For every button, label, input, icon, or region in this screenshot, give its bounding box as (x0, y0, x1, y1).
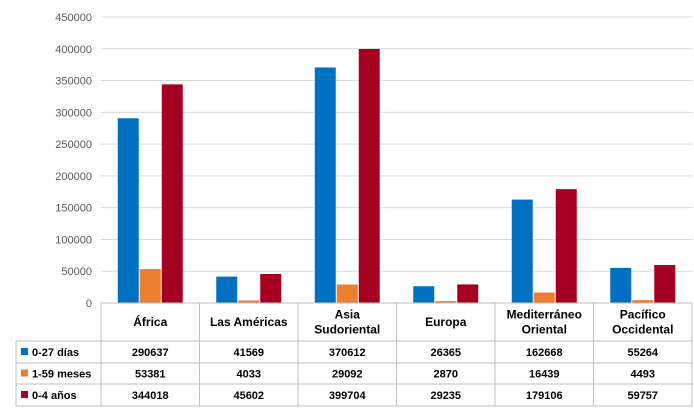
y-tick-label: 450000 (55, 12, 92, 24)
category-label: Europa (425, 315, 467, 329)
bar (216, 276, 238, 303)
category-label: Las Américas (210, 315, 288, 329)
data-table: África Las Américas Asia Sudoriental Europa M… (15, 302, 693, 407)
bar (632, 300, 654, 303)
y-tick-label: 0 (86, 298, 92, 310)
table-cell-value: 45602 (233, 390, 264, 402)
gridlines (101, 16, 692, 272)
bar (435, 301, 457, 303)
bar (161, 84, 183, 303)
legend-key (21, 391, 28, 398)
y-tick-label: 350000 (55, 76, 92, 88)
category-label: África (133, 314, 167, 329)
category-label: Mediterráneo Oriental (507, 308, 582, 337)
series-name: 0-27 días (32, 347, 79, 359)
table-cell-value: 179106 (526, 390, 563, 402)
y-tick-label: 400000 (55, 44, 92, 56)
y-tick-label: 150000 (55, 203, 92, 215)
table-cell-value: 41569 (233, 347, 264, 359)
bar (555, 189, 577, 303)
table-cell-value: 399704 (329, 390, 367, 402)
bar (336, 284, 358, 303)
table-cell-value: 162668 (526, 347, 563, 359)
bars (117, 48, 676, 304)
table-cell-value: 59757 (627, 390, 658, 402)
series-name: 1-59 meses (32, 369, 91, 381)
bar (457, 284, 479, 303)
bar (358, 48, 380, 304)
legend-key (21, 369, 28, 377)
bar (533, 292, 555, 303)
bar (654, 265, 676, 303)
table-cell-value: 16439 (529, 369, 560, 381)
table-cell-value: 344018 (132, 390, 169, 402)
table-cell-value: 29235 (430, 390, 461, 402)
table-cell-value: 4493 (631, 369, 655, 381)
category-label: Pacífico Occidental (612, 308, 673, 337)
y-tick-label: 50000 (61, 266, 92, 278)
table-cell-value: 26365 (430, 347, 461, 359)
table-cell-value: 4033 (237, 369, 261, 381)
y-tick-label: 200000 (55, 171, 92, 183)
bar (238, 300, 260, 303)
y-tick-label: 100000 (55, 234, 92, 246)
table-cell-value: 53381 (135, 369, 166, 381)
bar (610, 267, 632, 303)
table-cell-value: 29092 (332, 369, 363, 381)
table-cell-value: 2870 (434, 369, 458, 381)
bar (314, 67, 336, 304)
bar (260, 274, 282, 303)
bar (413, 286, 435, 303)
bar (511, 199, 533, 303)
y-axis: 0 50000 100000 150000 200000 250000 300000 3500… (55, 12, 92, 310)
table-cell-value: 290637 (132, 347, 169, 359)
table-cell-value: 55264 (627, 347, 658, 359)
legend-key (21, 348, 28, 355)
y-tick-label: 300000 (55, 107, 92, 119)
category-label: Asia Sudoriental (314, 308, 380, 337)
table-cell-value: 370612 (329, 347, 366, 359)
y-tick-label: 250000 (55, 139, 92, 151)
bar (139, 269, 161, 303)
series-name: 0-4 años (32, 390, 77, 402)
bar (117, 118, 139, 303)
